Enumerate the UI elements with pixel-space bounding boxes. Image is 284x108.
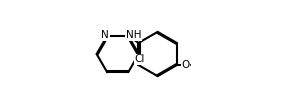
Text: NH: NH <box>126 30 141 40</box>
Text: N: N <box>101 30 109 40</box>
Text: O: O <box>181 60 190 70</box>
Text: Cl: Cl <box>135 54 145 64</box>
